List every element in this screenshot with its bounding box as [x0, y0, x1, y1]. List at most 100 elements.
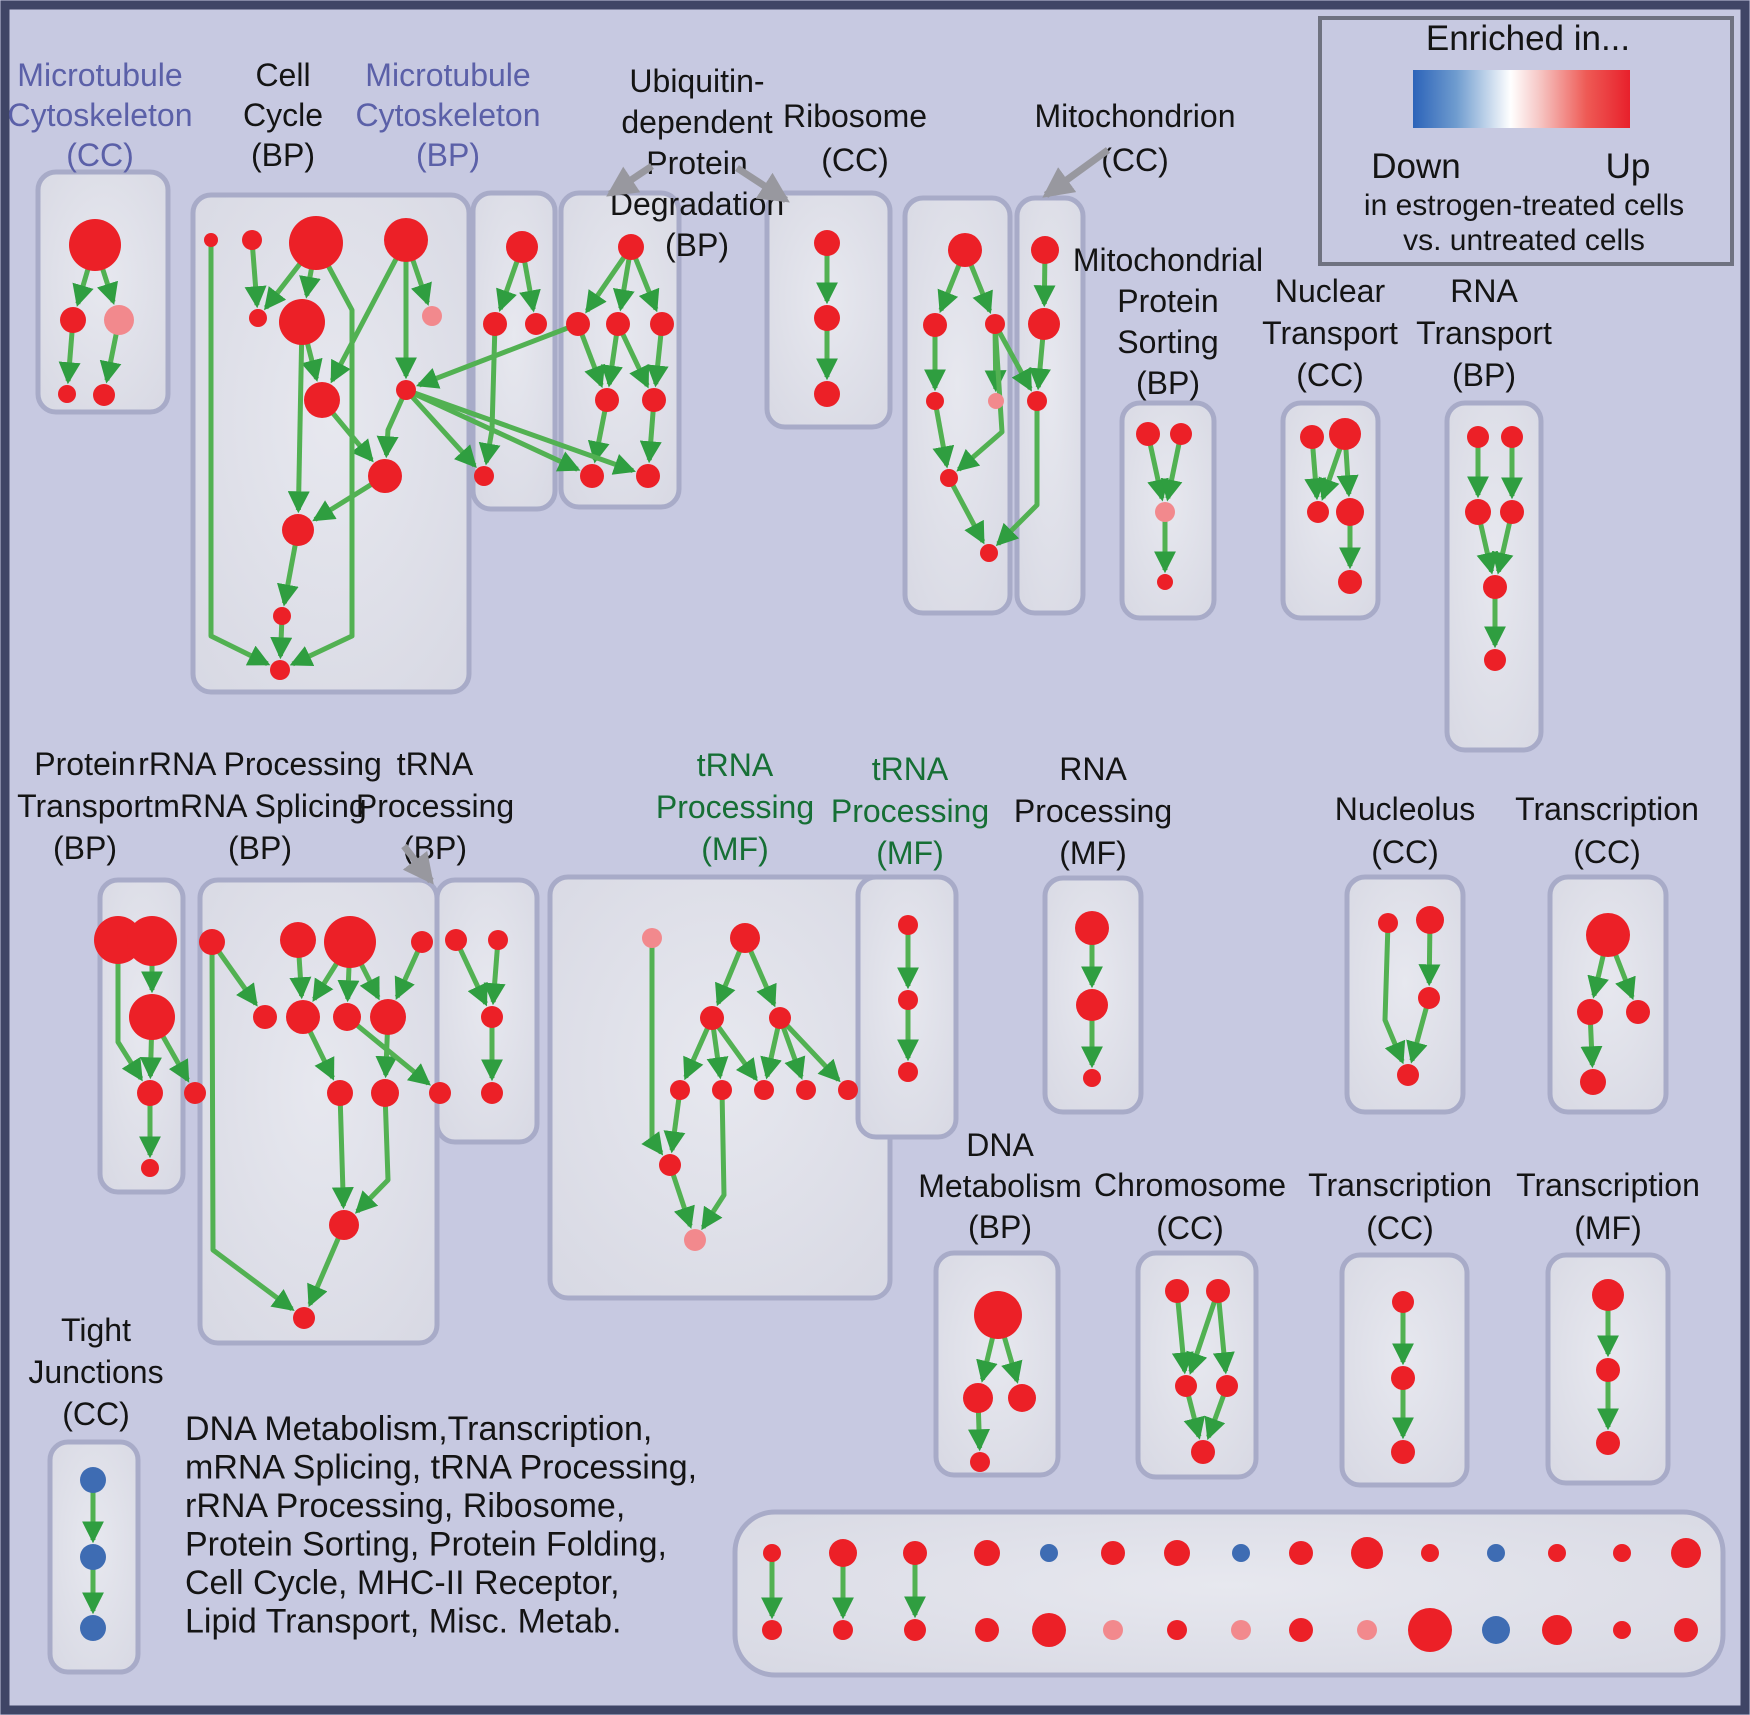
band-node-top-4 [974, 1540, 1000, 1566]
go-term-node-mt-bp-l [483, 312, 507, 336]
go-term-node-rrna-m4 [370, 999, 406, 1035]
go-term-node-ubiq1-lr [642, 388, 666, 412]
edge-prot-trans [115, 940, 144, 1082]
go-term-node-trans-cc-2-b [1580, 1069, 1606, 1095]
edge-cell-cycle [287, 321, 310, 514]
group-label-cell-cycle: (BP) [251, 137, 315, 173]
go-term-node-dna-met-br [1008, 1384, 1036, 1412]
edge-trna-bp [453, 938, 488, 1007]
group-label-nuctrans: (CC) [1296, 357, 1364, 393]
group-label-rrna: (BP) [228, 830, 292, 866]
go-term-node-mt-cc-b [60, 307, 86, 333]
go-term-node-nuctrans-a [1300, 425, 1324, 449]
go-term-node-dna-met-x [974, 1291, 1022, 1339]
go-term-node-trna-mf-small-b [898, 990, 918, 1010]
group-label-ribosome: (CC) [821, 142, 889, 178]
band-node-top-12 [1487, 1544, 1505, 1562]
group-label-rnatrans: (BP) [1452, 357, 1516, 393]
edge-cell-cycle [208, 240, 271, 667]
group-label-dna-met: (BP) [968, 1209, 1032, 1245]
go-term-node-ribosome-b [985, 314, 1005, 334]
edge-nucleolus [1382, 922, 1406, 1065]
group-label-trans-cc-2: (CC) [1573, 834, 1641, 870]
group-label-mps: Mitochondrial [1073, 242, 1263, 278]
edge-cell-cycle [244, 239, 267, 309]
band-node-top-5 [1040, 1544, 1058, 1562]
legend-subtitle-line2: vs. untreated cells [1403, 224, 1645, 257]
group-label-nuctrans: Nuclear [1275, 273, 1386, 309]
go-term-node-trna-bp-tb [488, 930, 508, 950]
group-label-tight-junctions: Junctions [28, 1354, 163, 1390]
go-term-node-dna-met-b [970, 1452, 990, 1472]
go-term-node-rrna-m3 [333, 1003, 361, 1031]
go-term-node-trans-mf-b [1596, 1358, 1620, 1382]
go-term-node-trna-mf-big-r3 [754, 1080, 774, 1100]
edge-trna-mf-big [641, 938, 664, 1156]
band-node-bottom-3 [904, 1619, 926, 1641]
go-term-node-ribosome-f [980, 544, 998, 562]
go-term-node-trna-bp-bl [429, 1082, 451, 1104]
go-term-node-chromosome-b [1191, 1440, 1215, 1464]
edge-ribosome [946, 476, 986, 545]
go-term-node-rrna-L1 [329, 1210, 359, 1240]
go-term-node-mt-bp-t [506, 231, 538, 263]
go-term-node-chromosome-tr [1206, 1279, 1230, 1303]
go-term-node-rrna-L2 [293, 1307, 315, 1329]
go-term-node-ubiq1-mm [606, 312, 630, 336]
group-label-prot-trans: (BP) [53, 830, 117, 866]
go-term-node-ribosome-d [988, 393, 1004, 409]
band-node-top-9 [1289, 1541, 1313, 1565]
go-term-node-ribosome-t [948, 233, 982, 267]
group-label-prot-trans: Protein [34, 746, 135, 782]
go-term-node-rrna-t2 [280, 922, 316, 958]
label-pointer-arrow-2 [735, 165, 790, 203]
annotation-block: DNA Metabolism,Transcription,mRNA Splici… [185, 1410, 697, 1641]
group-label-rnatrans: Transport [1416, 315, 1552, 351]
go-term-node-ubiq1-ml [566, 312, 590, 336]
go-term-node-ribosome-a [923, 313, 947, 337]
legend-up-label: Up [1606, 147, 1651, 186]
group-label-nuctrans: Transport [1262, 315, 1398, 351]
go-term-node-mito-m [1028, 308, 1060, 340]
go-term-node-prot-trans-c [129, 994, 175, 1040]
go-term-node-mps-d [1157, 574, 1173, 590]
edge-trna-mf-big [700, 1089, 727, 1231]
go-term-node-trans-cc-2-bg [1586, 913, 1630, 957]
group-label-mt-bp: Cytoskeleton [356, 97, 541, 133]
band-node-bottom-5 [1032, 1613, 1066, 1647]
go-term-node-cell-cycle-n11 [282, 514, 314, 546]
go-term-node-cell-cycle-n6 [279, 299, 325, 345]
group-label-ubiq1: Degradation [610, 186, 784, 222]
band-node-bottom-10 [1357, 1620, 1377, 1640]
go-term-node-ribosome-e [940, 469, 958, 487]
group-label-chromosome: (CC) [1156, 1210, 1224, 1246]
go-term-node-mt-cc-c [104, 305, 134, 335]
go-term-node-tight-junctions-a [80, 1467, 106, 1493]
go-term-node-cell-cycle-n8 [304, 382, 340, 418]
group-label-prot-trans: Transport [17, 788, 153, 824]
edge-rrna [331, 1092, 354, 1210]
go-term-node-mt-cc-e [93, 384, 115, 406]
go-term-node-cell-cycle-n4 [384, 218, 428, 262]
edge-ribosome [956, 323, 1005, 472]
go-term-node-ubiq2-b [814, 305, 840, 331]
go-term-node-rrna-b2 [371, 1079, 399, 1107]
band-node-bottom-14 [1613, 1621, 1631, 1639]
band-node-top-13 [1548, 1544, 1566, 1562]
go-term-node-trna-mf-big-ma [700, 1006, 724, 1030]
go-term-node-trna-mf-small-a [898, 915, 918, 935]
go-term-node-cell-cycle-n5 [249, 309, 267, 327]
edge-trna-bp [483, 939, 506, 1006]
band-node-bottom-13 [1542, 1615, 1572, 1645]
group-label-mt-cc: (CC) [66, 137, 134, 173]
nodes-layer [58, 216, 1701, 1652]
group-label-trans-cc-3: Transcription [1308, 1167, 1492, 1203]
go-term-node-ubiq1-ll [595, 388, 619, 412]
edge-chromosome [1212, 1290, 1235, 1375]
band-node-bottom-1 [762, 1620, 782, 1640]
band-node-bottom-4 [975, 1618, 999, 1642]
band-node-top-15 [1671, 1538, 1701, 1568]
